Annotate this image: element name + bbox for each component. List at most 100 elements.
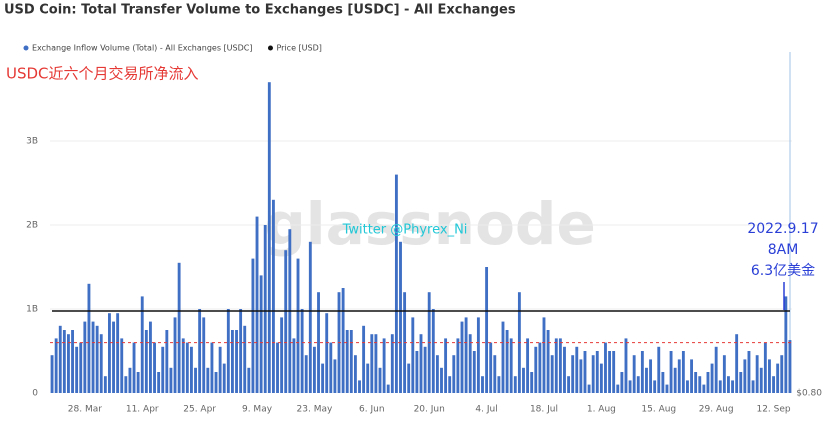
bar (235, 330, 238, 393)
bar (702, 384, 706, 393)
bar (640, 351, 644, 393)
bar (251, 258, 255, 393)
bar (759, 367, 763, 393)
x-tick-label: 9. May (242, 405, 273, 415)
bar (91, 321, 95, 393)
bar (653, 380, 657, 393)
bar (599, 363, 603, 393)
bar (280, 317, 284, 393)
bar (263, 225, 267, 393)
bar (698, 376, 702, 393)
bar (362, 325, 366, 393)
plot: 0 1B 2B 3B $0.80 28. Mar 11. Apr 25. Apr 9. May 2… (26, 52, 822, 415)
bar (722, 355, 726, 393)
legend-label: Exchange Inflow Volume (Total) - All Exc… (32, 44, 252, 53)
bar (489, 342, 493, 393)
bar (308, 241, 312, 393)
bar (681, 351, 685, 393)
bar (677, 359, 681, 393)
bar (604, 342, 607, 393)
bar (645, 367, 648, 393)
annotation-note: USDC近六个月交易所净流入 (6, 65, 199, 83)
y2-tick-label: $0.80 (796, 389, 822, 399)
y-tick-label: 2B (26, 221, 38, 231)
bar (718, 380, 722, 393)
bar (772, 376, 775, 393)
bar (452, 355, 456, 393)
bar (534, 346, 538, 393)
bar (780, 355, 784, 393)
y-tick-label: 0 (32, 389, 38, 399)
bar (120, 338, 124, 393)
bar (153, 342, 156, 393)
bar (567, 376, 571, 393)
bar (58, 325, 62, 393)
bar (456, 338, 460, 393)
bar (50, 355, 54, 393)
bar (542, 317, 546, 393)
bar (714, 346, 718, 393)
bar (87, 283, 91, 393)
bar (608, 351, 612, 393)
bar (292, 338, 296, 393)
bar (476, 317, 480, 393)
bar (399, 241, 402, 393)
bar (222, 363, 226, 393)
bar (103, 376, 107, 393)
bar (329, 342, 333, 393)
bar (325, 313, 329, 393)
bar (423, 346, 427, 393)
bar (161, 346, 165, 393)
bar (493, 355, 497, 393)
bar (149, 321, 152, 393)
bar (751, 380, 755, 393)
bar (415, 351, 419, 393)
x-tick-label: 23. May (297, 405, 333, 415)
bar (448, 376, 452, 393)
bar (321, 363, 325, 393)
bar (571, 355, 575, 393)
bar (169, 367, 173, 393)
bar (485, 267, 489, 393)
bar (296, 258, 300, 393)
bar (386, 384, 390, 393)
bar (79, 342, 83, 393)
x-tick-label: 11. Apr (126, 405, 159, 415)
bar (243, 325, 247, 393)
bar (239, 309, 243, 393)
bar (632, 355, 636, 393)
bar (165, 330, 169, 393)
bar (247, 367, 251, 393)
bar (312, 346, 316, 393)
x-tick-label: 15. Aug (641, 405, 676, 415)
x-tick-label: 4. Jul (475, 405, 497, 415)
bar (210, 342, 214, 393)
bar (181, 338, 185, 393)
bar (419, 334, 423, 393)
bar (731, 380, 734, 393)
bar (735, 334, 739, 393)
bar (108, 313, 111, 393)
bar (530, 372, 534, 393)
bar (259, 275, 263, 393)
bar (460, 321, 464, 393)
x-tick-label: 25. Apr (183, 405, 216, 415)
y-tick-label: 1B (26, 305, 38, 315)
bar (173, 317, 177, 393)
bar (214, 372, 218, 393)
bar (587, 384, 591, 393)
bar (763, 342, 767, 393)
bar (768, 359, 771, 393)
bar (116, 313, 120, 393)
bar (112, 321, 115, 393)
bar (612, 351, 616, 393)
bar (71, 330, 74, 393)
x-tick-label: 28. Mar (68, 405, 102, 415)
bar (550, 355, 554, 393)
bar (464, 317, 468, 393)
bar (616, 384, 620, 393)
chart-title: USD Coin: Total Transfer Volume to Excha… (4, 3, 516, 18)
bar (62, 330, 66, 393)
x-tick-label: 18. Jul (530, 405, 558, 415)
bar (394, 174, 398, 393)
